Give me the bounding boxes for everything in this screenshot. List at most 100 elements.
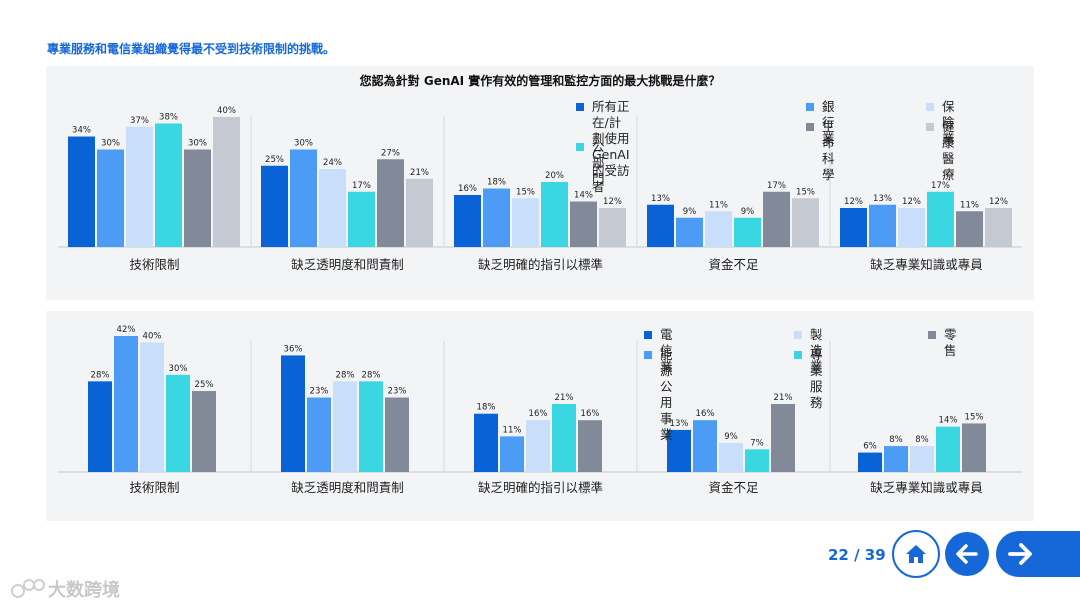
data-label: 12% — [844, 197, 863, 207]
bar — [927, 191, 954, 247]
legend-label: 健康醫療 — [942, 119, 955, 182]
category-label: 缺乏專業知識或專員 — [870, 480, 983, 495]
bar-group: 12% 13% 12% 17% 11% 12% — [840, 181, 1012, 247]
data-label: 13% — [651, 194, 670, 204]
bar — [745, 449, 769, 472]
data-label: 21% — [555, 393, 574, 403]
chart-panel-top: 您認為針對 GenAI 實作有效的管理和監控方面的最大挑戰是什麼？ 34% 30%… — [46, 66, 1034, 300]
data-label: 24% — [323, 158, 342, 168]
data-label: 18% — [487, 178, 506, 188]
legend-swatch — [576, 143, 584, 151]
data-label: 21% — [410, 168, 429, 178]
bar — [962, 423, 986, 472]
data-label: 25% — [195, 380, 214, 390]
bar — [319, 169, 346, 247]
bar — [281, 355, 305, 472]
next-page-button[interactable] — [996, 531, 1080, 577]
bar — [192, 391, 216, 472]
data-label: 11% — [503, 425, 522, 435]
bar-chart-bottom: 28% 42% 40% 30% 25% 技術限制 36% 23% 28% 28% 23% 缺乏透明度和… — [58, 325, 1022, 495]
legend-label: 專業服務 — [810, 347, 823, 410]
bar — [526, 420, 550, 472]
bar — [541, 182, 568, 247]
chart-panel-bottom: 28% 42% 40% 30% 25% 技術限制 36% 23% 28% 28% 23% 缺乏透明度和… — [46, 311, 1034, 521]
bar — [936, 426, 960, 472]
category-label: 技術限制 — [129, 480, 179, 495]
data-label: 18% — [477, 403, 496, 413]
bar — [483, 188, 510, 247]
bar — [771, 404, 795, 472]
bar — [184, 149, 211, 247]
bar — [869, 204, 896, 247]
data-label: 27% — [381, 148, 400, 158]
data-label: 7% — [750, 438, 764, 448]
data-label: 12% — [603, 197, 622, 207]
watermark: 大数跨境 — [10, 576, 120, 602]
bar — [763, 191, 790, 247]
legend-label: 製造業 — [810, 327, 823, 374]
data-label: 38% — [159, 113, 178, 123]
bar — [676, 217, 703, 247]
previous-page-button[interactable] — [945, 532, 989, 576]
data-label: 17% — [352, 181, 371, 191]
data-label: 13% — [873, 194, 892, 204]
data-label: 30% — [294, 139, 313, 149]
data-label: 25% — [265, 155, 284, 165]
bar — [261, 165, 288, 247]
data-label: 28% — [362, 370, 381, 380]
data-label: 40% — [143, 331, 162, 341]
legend-swatch — [794, 331, 802, 339]
home-icon — [906, 545, 926, 563]
page-number: 22 / 39 — [828, 546, 886, 564]
home-button[interactable] — [892, 530, 940, 578]
bar — [406, 178, 433, 247]
bar — [140, 342, 164, 472]
data-label: 11% — [709, 200, 728, 210]
bar — [307, 397, 331, 472]
data-label: 36% — [284, 344, 303, 354]
bar-group: 16% 18% 15% 20% 14% 12% — [454, 171, 626, 247]
data-label: 30% — [101, 139, 120, 149]
data-label: 14% — [939, 416, 958, 426]
bar — [840, 208, 867, 247]
data-label: 9% — [683, 207, 697, 217]
data-label: 17% — [931, 181, 950, 191]
legend-label: 銀行業 — [822, 99, 835, 146]
data-label: 23% — [310, 387, 329, 397]
bar — [884, 446, 908, 472]
arrow-right-icon — [1008, 543, 1032, 565]
bar — [693, 420, 717, 472]
legend-item: 公部門 — [576, 139, 605, 187]
legend-item: 所有正在/計劃使用 GenAI 的受訪者 — [576, 99, 630, 195]
bar-group: 25% 30% 24% 17% 27% 21% — [261, 139, 433, 247]
bar — [792, 198, 819, 247]
legend-item: 製造業 — [794, 327, 823, 375]
arrow-left-icon — [956, 544, 978, 564]
survey-question: 您認為針對 GenAI 實作有效的管理和監控方面的最大挑戰是什麼？ — [359, 74, 721, 88]
data-label: 37% — [130, 116, 149, 126]
data-label: 30% — [188, 139, 207, 149]
watermark-logo-icon — [11, 579, 45, 598]
bar — [858, 452, 882, 472]
bar — [166, 374, 190, 472]
legend-swatch — [806, 103, 814, 111]
bar — [985, 208, 1012, 247]
bar — [512, 198, 539, 247]
data-label: 23% — [388, 387, 407, 397]
bar — [213, 117, 240, 247]
data-label: 12% — [902, 197, 921, 207]
legend-label: 能源公用事業 — [660, 347, 673, 442]
data-label: 20% — [545, 171, 564, 181]
category-label: 缺乏明確的指引以標準 — [478, 257, 603, 272]
bar — [359, 381, 383, 472]
bar-group: 13% 16% 9% 7% 21% — [667, 393, 795, 472]
bar — [500, 436, 524, 472]
data-label: 28% — [336, 370, 355, 380]
data-label: 30% — [169, 364, 188, 374]
bar-group: 18% 11% 16% 21% 16% — [474, 393, 602, 472]
bar — [734, 217, 761, 247]
category-label: 缺乏透明度和問責制 — [291, 257, 404, 272]
data-label: 15% — [516, 187, 535, 197]
data-label: 17% — [767, 181, 786, 191]
data-label: 13% — [670, 419, 689, 429]
